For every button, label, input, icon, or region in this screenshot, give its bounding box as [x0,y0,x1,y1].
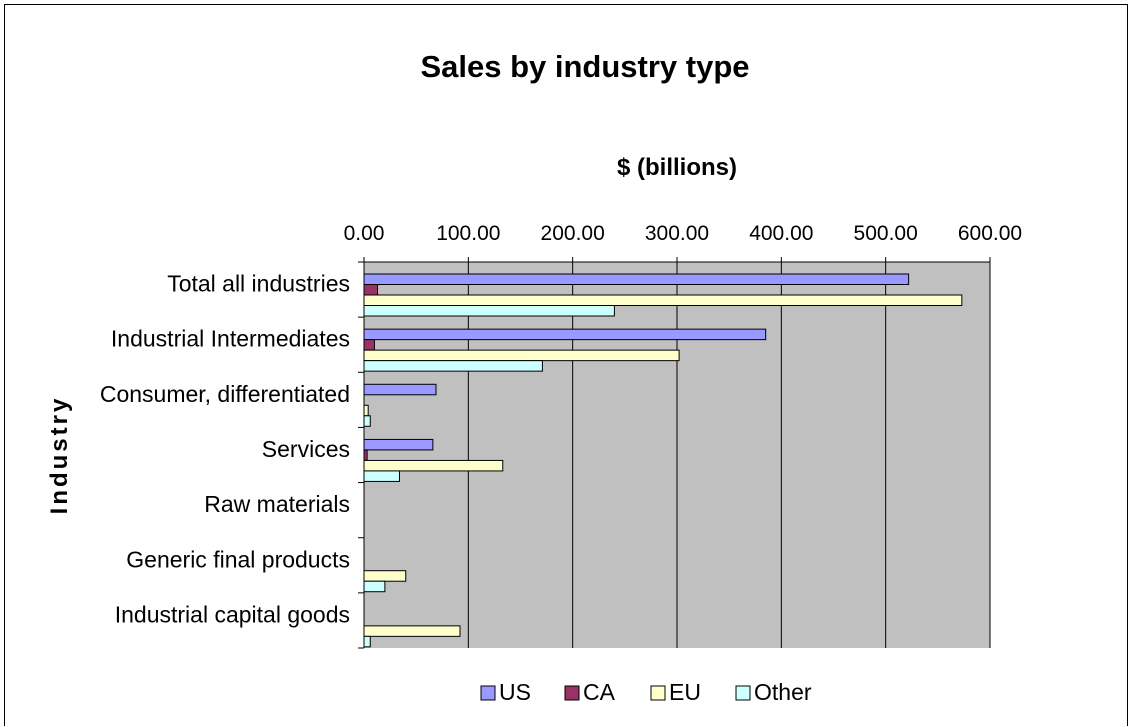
x-tick-label: 500.00 [854,222,918,245]
legend-swatch-ca [564,685,580,701]
chart-frame: Sales by industry type $ (billions) Indu… [4,4,1128,726]
y-axis: Total all industries Industrial Intermedi… [100,261,365,649]
legend-label-eu: EU [669,679,701,705]
legend-swatch-other [735,685,751,701]
x-tick-label: 600.00 [958,222,1022,245]
bar-other [363,635,371,648]
bar-other [363,360,543,372]
x-axis-title: $ (billions) [617,154,737,181]
bar-us [363,273,910,285]
y-axis-title: Industry [46,396,73,515]
x-tick-label: 400.00 [749,222,813,245]
x-tick-label: 0.00 [344,222,385,245]
bar-us [363,328,767,341]
x-tick-label: 200.00 [541,222,605,245]
x-tick-label: 100.00 [436,222,500,245]
bar-us [363,383,437,396]
bar-other [363,305,615,317]
legend-swatch-us [480,685,496,701]
bar-eu [363,294,963,306]
legend-label-other: Other [754,679,812,705]
bar-eu [363,349,680,362]
bar-eu [363,570,407,582]
category-label: Raw materials [204,491,350,517]
x-tick-label: 300.00 [645,222,709,245]
category-label: Total all industries [167,271,350,297]
category-label: Generic final products [126,546,350,572]
legend-label-us: US [499,679,531,705]
legend: US CA EU Other [480,679,812,705]
legend-swatch-eu [650,685,666,701]
bar-eu [363,459,504,472]
bar-other [363,415,371,427]
category-label: Services [262,436,350,462]
bar-us [363,438,434,451]
bar-eu [363,404,369,417]
bar-other [363,580,386,593]
category-label: Industrial capital goods [115,601,350,627]
chart-title: Sales by industry type [420,49,749,84]
bar-chart: Sales by industry type $ (billions) Indu… [46,49,1022,705]
bar-eu [363,625,461,637]
category-label: Industrial Intermediates [111,326,350,352]
gridlines [467,262,991,648]
category-label: Consumer, differentiated [100,381,350,407]
bar-ca [363,339,375,351]
x-axis: 0.00 100.00 200.00 300.00 400.00 500.00 600.00 [344,222,1022,263]
bar-other [363,470,400,482]
bar-ca [363,284,379,296]
legend-label-ca: CA [583,679,616,705]
